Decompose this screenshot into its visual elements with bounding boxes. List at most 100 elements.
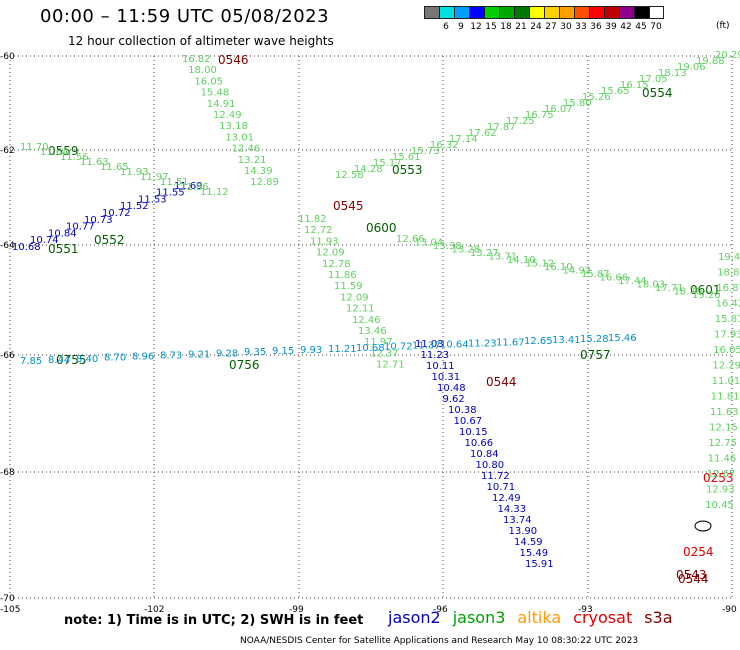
track-row66-value: 11.21	[328, 344, 357, 355]
pass-time-label: 0544	[486, 375, 517, 389]
track-east-value: 15.61	[392, 152, 421, 163]
pass-low-value: 12.49	[492, 493, 521, 504]
track-east-edge-value: 16.05	[713, 345, 740, 356]
lon-tick-label: -93	[578, 605, 593, 615]
wave-height-colorbar	[424, 6, 664, 19]
track-mid-descend-value: 16.10	[544, 262, 573, 273]
track-mid-descend-value: 13.27	[470, 248, 499, 259]
track-east-value: 15.73	[411, 146, 440, 157]
track-east-edge-value: 10.45	[705, 500, 734, 511]
lat-tick-label: -62	[0, 146, 15, 156]
pass-main-value: 14.91	[207, 99, 236, 110]
pass-main-value: 18.00	[188, 65, 217, 76]
colorbar-label: 70	[650, 22, 662, 32]
lon-tick-label: -105	[0, 605, 20, 615]
pass-low-value: 10.71	[487, 482, 516, 493]
colorbar-label: 30	[560, 22, 572, 32]
pass-low-value: 10.84	[470, 449, 499, 460]
track-west-upper-value: 11.06	[180, 182, 209, 193]
pass-mid-value: 12.46	[352, 315, 381, 326]
track-east-edge-value: 15.81	[715, 314, 740, 325]
track-row66-value: 8.70	[104, 353, 126, 364]
colorbar-cell	[499, 6, 514, 19]
track-east-edge-value: 12.75	[708, 438, 737, 449]
lon-tick-label: -90	[722, 605, 737, 615]
track-east-edge-value: 18.82	[717, 268, 740, 279]
track-mid-descend-value: 18.70	[674, 287, 703, 298]
lat-tick-label: -60	[0, 52, 15, 62]
track-row66-value: 7.85	[20, 356, 42, 367]
track-row66-value: 11.37	[412, 341, 441, 352]
track-west-upper-value: 11.70	[20, 142, 49, 153]
track-west-blue-value: 10.73	[84, 215, 113, 226]
colorbar-cell	[544, 6, 559, 19]
track-east-value: 20.29	[715, 50, 740, 61]
track-east-edge-value: 11.81	[711, 392, 740, 403]
pass-time-label: 0756	[229, 358, 260, 372]
track-row66-value: 10.64	[440, 340, 469, 351]
track-mid-descend-value: 19.26	[692, 290, 721, 301]
pass-low-value: 15.49	[520, 548, 549, 559]
pass-low-value: 10.80	[476, 460, 505, 471]
track-row66-value: 11.67	[496, 337, 525, 348]
pass-main-value: 13.21	[238, 155, 267, 166]
legend-s3a: s3a	[644, 608, 673, 627]
pass-main-value: 12.89	[250, 177, 279, 188]
colorbar-cell	[574, 6, 589, 19]
colorbar-label: 27	[545, 22, 557, 32]
track-row66-value: 15.46	[608, 333, 637, 344]
track-east-value: 17.25	[506, 116, 535, 127]
pass-low-value: 11.03	[415, 339, 444, 350]
pass-time-label: 0543	[676, 568, 707, 582]
lat-tick-label: -68	[0, 468, 15, 478]
pass-main-value: 15.48	[201, 88, 230, 99]
track-mid-descend-value: 13.71	[489, 252, 518, 263]
pass-low-value: 10.66	[465, 438, 494, 449]
track-east-edge-value: 12.93	[706, 485, 735, 496]
track-row66-value: 9.28	[216, 348, 238, 359]
pass-time-label: 0552	[94, 233, 125, 247]
colorbar-label: 21	[515, 22, 527, 32]
pass-main-value: 12.49	[213, 110, 242, 121]
track-west-blue-value: 11.55	[156, 188, 185, 199]
colorbar-cell	[454, 6, 469, 19]
colorbar-cell	[439, 6, 454, 19]
pass-time-label: 0551	[48, 242, 79, 256]
colorbar-cell	[559, 6, 574, 19]
track-row66-value: 8.44	[48, 355, 70, 366]
map-title: 00:00 – 11:59 UTC 05/08/2023	[40, 6, 330, 27]
track-east-value: 16.32	[430, 140, 459, 151]
pass-mid-value: 12.78	[322, 259, 351, 270]
track-row66-value: 13.41	[552, 335, 581, 346]
track-east-edge-value: 16.87	[716, 283, 740, 294]
pass-time-label: 0559	[48, 144, 79, 158]
track-mid-descend-value: 12.66	[396, 234, 425, 245]
lat-tick-label: -66	[0, 351, 15, 361]
legend-altika: altika	[517, 608, 562, 627]
pass-low-value: 13.74	[503, 515, 532, 526]
track-west-upper-value: 11.65	[100, 162, 129, 173]
colorbar-label: 9	[458, 22, 464, 32]
pass-low-value: 13.90	[509, 526, 538, 537]
pass-time-label: 0601	[690, 283, 721, 297]
island-outline	[694, 520, 712, 532]
pass-low-value: 14.33	[498, 504, 527, 515]
pass-mid-value: 12.09	[340, 292, 369, 303]
colorbar-label: 24	[530, 22, 542, 32]
pass-time-label: 0545	[333, 199, 364, 213]
track-row66-value: 15.28	[580, 334, 609, 345]
colorbar-cell	[424, 6, 439, 19]
pass-main-value: 14.39	[244, 166, 273, 177]
colorbar-label: 36	[590, 22, 602, 32]
track-east-edge-value: 17.93	[714, 330, 740, 341]
track-east-value: 16.15	[620, 80, 649, 91]
credits-line: NOAA/NESDIS Center for Satellite Applica…	[240, 636, 639, 646]
track-west-upper-value: 11.64	[40, 147, 69, 158]
colorbar-label: 15	[485, 22, 497, 32]
track-west-blue-value: 10.77	[66, 222, 95, 233]
pass-time-label: 0600	[366, 221, 397, 235]
track-mid-descend-value: 14.92	[563, 266, 592, 277]
colorbar-cell	[649, 6, 664, 19]
track-east-value: 19.88	[696, 56, 725, 67]
pass-time-label: 0755	[56, 353, 87, 367]
